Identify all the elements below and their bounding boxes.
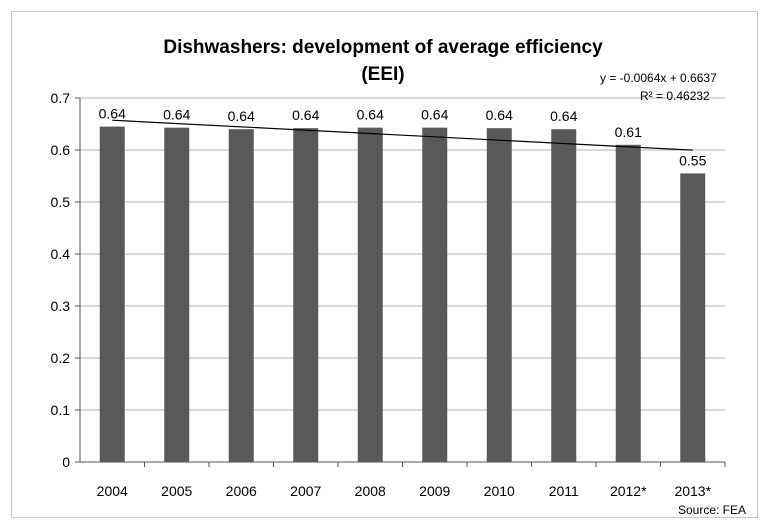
data-label: 0.55 <box>679 152 706 168</box>
labels: 0 0.1 0.2 0.3 0.4 0.5 0.6 0.7 2004 0.64 2005 0.64 20… <box>51 90 712 499</box>
axes <box>75 97 726 467</box>
x-tick-label: 2012* <box>610 483 647 499</box>
data-label: 0.64 <box>292 107 319 123</box>
x-tick-label: 2004 <box>97 483 128 499</box>
y-tick-label: 0.6 <box>51 142 71 158</box>
x-tick-label: 2013* <box>674 483 711 499</box>
bar <box>228 129 254 462</box>
source-note: Source: FEA <box>678 503 746 517</box>
data-label: 0.64 <box>486 107 513 123</box>
chart-subtitle: (EEI) <box>361 64 404 85</box>
trendline-equation: y = -0.0064x + 0.6637 <box>600 71 717 85</box>
data-label: 0.64 <box>357 107 384 123</box>
bar <box>422 127 448 462</box>
x-tick-label: 2007 <box>290 483 321 499</box>
y-tick-label: 0.7 <box>51 90 71 106</box>
y-tick-label: 0.5 <box>51 194 71 210</box>
chart-title: Dishwashers: development of average effi… <box>163 37 603 58</box>
y-tick-label: 0.2 <box>51 350 71 366</box>
bar <box>293 128 319 462</box>
bars <box>99 126 706 463</box>
x-tick-label: 2005 <box>161 483 192 499</box>
data-label: 0.64 <box>421 107 448 123</box>
data-label: 0.64 <box>163 107 190 123</box>
x-tick-label: 2009 <box>419 483 450 499</box>
x-tick-label: 2008 <box>355 483 386 499</box>
x-tick-label: 2011 <box>549 483 579 499</box>
bar <box>551 129 577 462</box>
y-tick-label: 0.1 <box>51 402 71 418</box>
bar <box>680 173 706 462</box>
trendline-r-squared: R² = 0.46232 <box>640 89 710 103</box>
data-label: 0.64 <box>550 108 577 124</box>
data-label: 0.64 <box>99 106 126 122</box>
y-tick-label: 0.4 <box>51 246 71 262</box>
bar <box>615 144 641 463</box>
data-label: 0.61 <box>615 124 642 140</box>
x-tick-label: 2006 <box>226 483 257 499</box>
data-label: 0.64 <box>228 108 255 124</box>
bar <box>99 126 125 462</box>
bar <box>357 127 383 462</box>
trendline <box>112 119 693 151</box>
y-tick-label: 0.3 <box>51 298 71 314</box>
x-tick-label: 2010 <box>484 483 515 499</box>
bar <box>164 127 190 462</box>
trendline-line <box>112 119 693 151</box>
y-tick-label: 0 <box>62 454 70 470</box>
bar <box>486 128 512 462</box>
